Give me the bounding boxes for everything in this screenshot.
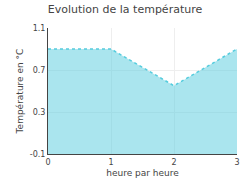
svg-text:Evolution de la température: Evolution de la température — [48, 3, 203, 16]
svg-text:Température en °C: Température en °C — [15, 49, 25, 135]
svg-text:0: 0 — [45, 158, 50, 167]
svg-text:0.7: 0.7 — [33, 66, 46, 75]
svg-text:3: 3 — [234, 158, 239, 167]
svg-text:heure par heure: heure par heure — [106, 168, 179, 178]
svg-text:-0.1: -0.1 — [30, 150, 46, 159]
svg-text:2: 2 — [171, 158, 176, 167]
svg-text:1: 1 — [108, 158, 113, 167]
svg-text:0.3: 0.3 — [33, 108, 46, 117]
svg-text:1.1: 1.1 — [33, 24, 46, 33]
